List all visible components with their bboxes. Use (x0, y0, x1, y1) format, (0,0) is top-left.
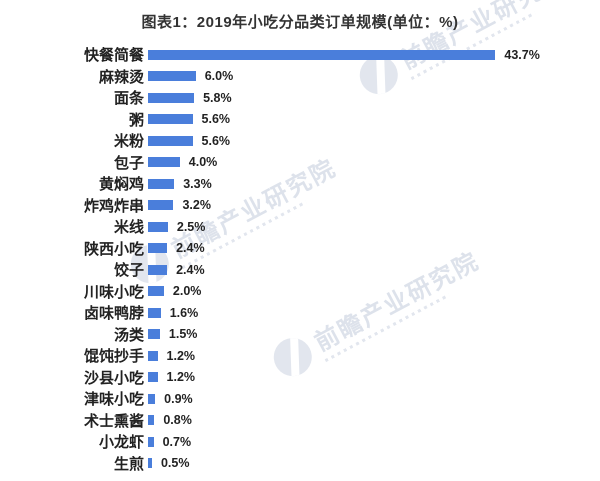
bar-row: 粥 5.6% (0, 109, 600, 131)
bar-row: 快餐简餐 43.7% (0, 44, 600, 66)
category-label: 麻辣烫 (98, 68, 144, 86)
value-label: 0.9% (164, 391, 193, 406)
bar-row: 包子 4.0% (0, 152, 600, 174)
value-label: 1.5% (168, 327, 198, 342)
category-label: 津味小吃 (83, 391, 144, 409)
bar (148, 71, 196, 82)
category-label: 汤类 (113, 326, 144, 344)
category-label: 黄焖鸡 (98, 176, 144, 194)
bar (148, 200, 174, 211)
bar-row: 麻辣烫 6.0% (0, 66, 600, 88)
bar (148, 243, 168, 254)
bar (148, 221, 168, 232)
category-label: 炸鸡炸串 (83, 197, 144, 215)
category-label: 快餐简餐 (83, 47, 144, 65)
value-label: 2.4% (176, 262, 205, 277)
value-label: 6.0% (204, 69, 234, 84)
value-label: 2.5% (176, 219, 206, 234)
value-label: 5.6% (201, 112, 231, 127)
value-label: 5.8% (203, 90, 232, 105)
bar (148, 49, 496, 60)
bar-row: 炸鸡炸串 3.2% (0, 195, 600, 217)
bar (148, 329, 160, 340)
bar-row: 馄饨抄手 1.2% (0, 345, 600, 367)
value-label: 0.7% (162, 434, 192, 449)
bar-row: 川味小吃 2.0% (0, 281, 600, 303)
bar (148, 114, 193, 125)
bar (148, 264, 168, 275)
value-label: 2.4% (176, 241, 205, 256)
bar-row: 津味小吃 0.9% (0, 388, 600, 410)
value-label: 1.2% (166, 370, 196, 385)
bar (148, 307, 161, 318)
category-label: 面条 (113, 90, 144, 108)
bar (148, 393, 156, 404)
bar (148, 92, 195, 103)
bar-row: 陕西小吃 2.4% (0, 238, 600, 260)
chart-title: 图表1：2019年小吃分品类订单规模(单位：%) (141, 14, 459, 31)
category-label: 小龙虾 (98, 434, 144, 452)
category-label: 饺子 (113, 262, 144, 280)
bar (148, 415, 155, 426)
value-label: 5.6% (201, 133, 231, 148)
category-label: 馄饨抄手 (83, 348, 144, 366)
bar-row: 沙县小吃 1.2% (0, 367, 600, 389)
bar-row: 米粉 5.6% (0, 130, 600, 152)
bar (148, 135, 193, 146)
value-label: 3.3% (183, 176, 212, 191)
bar (148, 157, 180, 168)
bar-row: 卤味鸭脖 1.6% (0, 302, 600, 324)
bar-row: 米线 2.5% (0, 216, 600, 238)
category-label: 川味小吃 (83, 283, 144, 301)
value-label: 4.0% (188, 155, 218, 170)
category-label: 沙县小吃 (83, 369, 144, 387)
value-label: 1.6% (169, 305, 199, 320)
category-label: 生煎 (113, 455, 144, 473)
value-label: 1.2% (166, 348, 196, 363)
bar-row: 饺子 2.4% (0, 259, 600, 281)
bar-chart: 快餐简餐 43.7% 麻辣烫 6.0% 面条 5.8% 粥 5.6% 米粉 5.… (0, 44, 600, 474)
bar (148, 436, 154, 447)
category-label: 卤味鸭脖 (83, 305, 144, 323)
bar (148, 350, 158, 361)
category-label: 米粉 (113, 133, 144, 151)
bar-row: 生煎 0.5% (0, 453, 600, 475)
bar-row: 汤类 1.5% (0, 324, 600, 346)
bar (148, 458, 152, 469)
category-label: 包子 (113, 154, 144, 172)
category-label: 米线 (113, 219, 144, 237)
value-label: 43.7% (504, 47, 540, 62)
value-label: 0.8% (163, 413, 192, 428)
value-label: 3.2% (182, 198, 211, 213)
bar (148, 372, 158, 383)
bar-row: 小龙虾 0.7% (0, 431, 600, 453)
bar-row: 面条 5.8% (0, 87, 600, 109)
value-label: 0.5% (160, 456, 190, 471)
category-label: 术士熏酱 (83, 412, 144, 430)
bar-row: 黄焖鸡 3.3% (0, 173, 600, 195)
category-label: 粥 (128, 111, 144, 129)
bar-row: 术士熏酱 0.8% (0, 410, 600, 432)
category-label: 陕西小吃 (83, 240, 144, 258)
value-label: 2.0% (172, 284, 202, 299)
bar (148, 178, 175, 189)
bar (148, 286, 164, 297)
